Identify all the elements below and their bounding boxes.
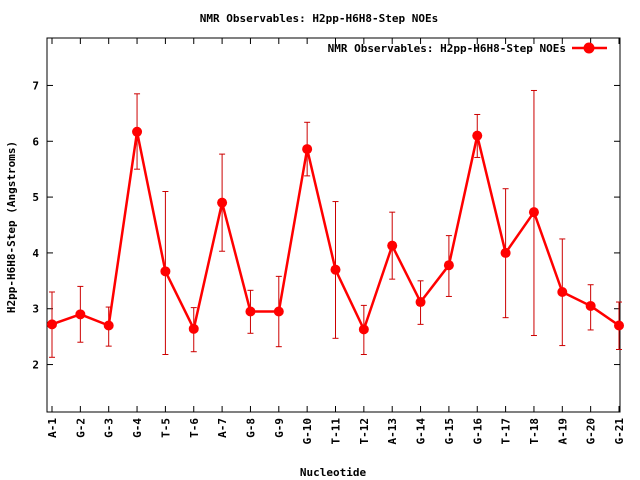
x-tick-label: G-15 — [443, 418, 456, 445]
x-tick-label: G-2 — [74, 418, 87, 438]
legend: NMR Observables: H2pp-H6H8-Step NOEs — [328, 42, 607, 55]
data-point — [330, 264, 341, 275]
x-tick-label: A-1 — [46, 418, 59, 438]
x-tick-label: G-10 — [301, 418, 314, 445]
data-point — [358, 324, 369, 335]
y-tick-label: 4 — [32, 247, 39, 260]
data-point — [500, 247, 511, 258]
x-tick-label: T-12 — [358, 418, 371, 445]
x-tick-label: G-8 — [244, 418, 257, 438]
y-axis-label: H2pp-H6H8-Step (Angstroms) — [5, 141, 18, 313]
data-point — [103, 320, 114, 331]
x-tick-label: G-14 — [415, 418, 428, 445]
data-point — [302, 144, 313, 155]
x-tick-label: G-4 — [131, 418, 144, 438]
y-tick-label: 2 — [32, 359, 39, 372]
x-tick-label: G-20 — [585, 418, 598, 445]
data-point — [75, 309, 86, 320]
x-tick-label: G-21 — [613, 418, 626, 445]
data-point — [387, 240, 398, 251]
x-tick-label: T-5 — [159, 418, 172, 438]
legend-marker — [583, 42, 595, 54]
y-tick-label: 5 — [32, 191, 39, 204]
plot-area: 2 3 4 5 6 7 A-1 G-2 G-3 G-4 T-5 T-6 A-7 G-8 G-9 G-10 T-1… — [32, 37, 626, 445]
data-point — [557, 286, 568, 297]
y-tick-label: 7 — [32, 79, 39, 92]
data-point — [273, 306, 284, 317]
x-tick-label: A-19 — [556, 418, 569, 445]
plot-frame — [46, 37, 621, 413]
x-tick-label: G-9 — [273, 418, 286, 438]
x-tick-label: A-7 — [216, 418, 229, 438]
data-point — [47, 319, 57, 330]
x-tick-label: T-11 — [330, 418, 343, 445]
data-point — [443, 260, 454, 271]
x-tick-label: G-3 — [103, 418, 116, 438]
x-tick-label: T-6 — [188, 418, 201, 438]
data-point — [132, 126, 143, 137]
data-point — [245, 306, 256, 317]
data-point — [217, 197, 228, 208]
x-tick-label: G-16 — [471, 418, 484, 445]
y-tick-label: 6 — [32, 135, 39, 148]
data-point — [614, 320, 624, 331]
chart-title: NMR Observables: H2pp-H6H8-Step NOEs — [200, 12, 438, 25]
x-tick-label: T-17 — [500, 418, 513, 445]
data-point — [472, 130, 483, 141]
x-tick-label: A-13 — [386, 418, 399, 445]
data-point — [415, 297, 426, 308]
data-point — [160, 266, 171, 277]
data-point — [188, 323, 199, 334]
data-point — [528, 207, 539, 218]
x-tick-label: T-18 — [528, 418, 541, 445]
data-point — [585, 300, 596, 311]
y-tick-label: 3 — [32, 303, 39, 316]
x-axis-label: Nucleotide — [300, 466, 367, 479]
legend-label: NMR Observables: H2pp-H6H8-Step NOEs — [328, 42, 566, 55]
